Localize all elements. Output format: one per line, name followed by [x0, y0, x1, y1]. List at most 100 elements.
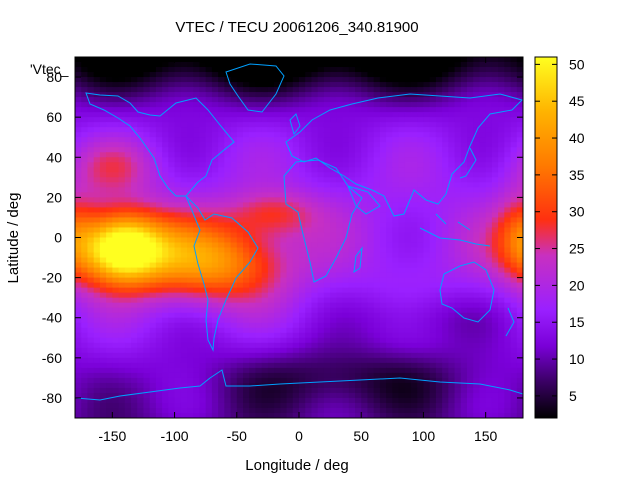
- heatmap-cell: [435, 127, 443, 133]
- heatmap-cell: [280, 312, 288, 319]
- heatmap-cell: [131, 157, 138, 163]
- heatmap-cell: [211, 212, 219, 219]
- heatmap-cell: [330, 392, 337, 399]
- heatmap-cell: [249, 147, 257, 153]
- heatmap-cell: [361, 157, 369, 163]
- heatmap-cell: [99, 232, 107, 239]
- heatmap-cell: [479, 267, 487, 274]
- heatmap-cell: [87, 172, 95, 178]
- heatmap-cell: [149, 127, 157, 133]
- heatmap-cell: [355, 162, 362, 168]
- heatmap-cell: [118, 132, 126, 138]
- heatmap-cell: [75, 307, 82, 314]
- heatmap-cell: [286, 272, 294, 279]
- heatmap-cell: [392, 272, 400, 279]
- heatmap-cell: [180, 297, 188, 304]
- heatmap-cell: [311, 197, 319, 203]
- heatmap-cell: [467, 117, 474, 123]
- heatmap-cell: [280, 272, 288, 279]
- heatmap-cell: [230, 167, 238, 173]
- heatmap-cell: [174, 72, 182, 78]
- heatmap-cell: [211, 57, 219, 63]
- heatmap-cell: [392, 72, 400, 78]
- heatmap-cell: [460, 347, 468, 354]
- heatmap-cell: [187, 387, 194, 394]
- heatmap-cell: [180, 302, 188, 309]
- heatmap-cell: [205, 267, 213, 274]
- heatmap-cell: [367, 162, 375, 168]
- heatmap-cell: [205, 92, 213, 98]
- heatmap-cell: [193, 387, 201, 394]
- heatmap-cell: [267, 232, 275, 239]
- heatmap-cell: [373, 57, 381, 63]
- heatmap-cell: [305, 242, 313, 249]
- heatmap-cell: [261, 382, 269, 389]
- heatmap-cell: [87, 247, 95, 254]
- heatmap-cell: [168, 342, 176, 349]
- heatmap-cell: [454, 397, 462, 404]
- heatmap-cell: [299, 332, 306, 339]
- heatmap-cell: [211, 137, 219, 143]
- heatmap-cell: [330, 257, 337, 264]
- heatmap-cell: [162, 332, 169, 339]
- heatmap-cell: [193, 267, 201, 274]
- heatmap-cell: [411, 287, 418, 294]
- heatmap-cell: [255, 102, 263, 108]
- heatmap-cell: [193, 282, 201, 289]
- heatmap-cell: [280, 367, 288, 374]
- heatmap-cell: [112, 167, 120, 173]
- heatmap-cell: [249, 262, 257, 269]
- heatmap-cell: [317, 292, 325, 299]
- heatmap-cell: [87, 267, 95, 274]
- heatmap-cell: [460, 352, 468, 359]
- heatmap-cell: [317, 327, 325, 334]
- heatmap-cell: [323, 212, 331, 219]
- heatmap-cell: [392, 192, 400, 198]
- heatmap-cell: [398, 282, 406, 289]
- heatmap-cell: [292, 72, 300, 78]
- heatmap-cell: [516, 207, 523, 214]
- heatmap-cell: [261, 57, 269, 63]
- heatmap-cell: [143, 402, 151, 409]
- heatmap-cell: [99, 207, 107, 214]
- heatmap-cell: [330, 217, 337, 224]
- heatmap-cell: [311, 147, 319, 153]
- heatmap-cell: [168, 377, 176, 384]
- heatmap-cell: [411, 247, 418, 254]
- heatmap-cell: [149, 392, 157, 399]
- heatmap-cell: [106, 312, 113, 319]
- heatmap-cell: [411, 137, 418, 143]
- heatmap-cell: [373, 372, 381, 379]
- heatmap-cell: [87, 107, 95, 113]
- heatmap-cell: [211, 362, 219, 369]
- heatmap-cell: [373, 207, 381, 214]
- heatmap-cell: [373, 82, 381, 88]
- heatmap-cell: [143, 192, 151, 198]
- heatmap-cell: [323, 397, 331, 404]
- heatmap-cell: [131, 127, 138, 133]
- heatmap-cell: [149, 252, 157, 259]
- heatmap-cell: [280, 232, 288, 239]
- heatmap-cell: [118, 252, 126, 259]
- heatmap-cell: [174, 327, 182, 334]
- heatmap-cell: [230, 307, 238, 314]
- heatmap-cell: [386, 207, 393, 214]
- heatmap-cell: [75, 82, 82, 88]
- heatmap-cell: [423, 142, 431, 148]
- heatmap-cell: [348, 342, 356, 349]
- heatmap-cell: [392, 162, 400, 168]
- heatmap-cell: [243, 237, 250, 244]
- heatmap-cell: [143, 187, 151, 193]
- heatmap-cell: [174, 347, 182, 354]
- heatmap-cell: [379, 327, 387, 334]
- heatmap-cell: [516, 302, 523, 309]
- heatmap-cell: [249, 327, 257, 334]
- heatmap-cell: [75, 92, 82, 98]
- heatmap-cell: [435, 112, 443, 118]
- heatmap-cell: [305, 287, 313, 294]
- heatmap-cell: [404, 352, 412, 359]
- heatmap-cell: [299, 337, 306, 344]
- heatmap-cell: [504, 137, 512, 143]
- heatmap-cell: [398, 97, 406, 103]
- heatmap-cell: [75, 117, 82, 123]
